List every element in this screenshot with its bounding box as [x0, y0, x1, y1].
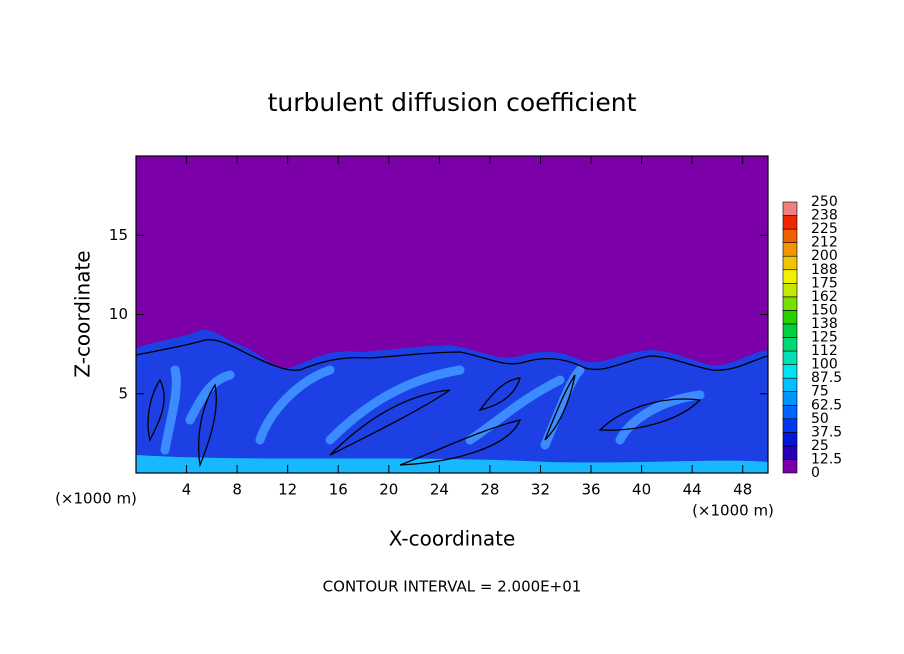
colorbar-label: 212 [811, 235, 838, 251]
x-tick-label: 4 [182, 481, 192, 499]
colorbar-bin [782, 242, 798, 257]
colorbar-label: 238 [811, 208, 838, 224]
contour-lines [135, 339, 769, 468]
x-tick-label: 36 [581, 481, 600, 499]
colorbar-bin [782, 404, 798, 420]
x-tick-label: 8 [232, 481, 242, 499]
colorbar-bin [782, 228, 798, 243]
colorbar-bin [782, 296, 798, 311]
colorbar-bin [782, 310, 798, 325]
colorbar-label: 75 [811, 384, 829, 400]
y-tick-label: 15 [109, 226, 128, 244]
y-unit-label: (×1000 m) [55, 490, 137, 508]
surface-layer [136, 455, 768, 473]
x-tick-label: 20 [379, 481, 398, 499]
colorbar-label: 250 [811, 194, 838, 210]
colorbar-label: 62.5 [811, 397, 842, 413]
colorbar-label: 50 [811, 411, 829, 427]
colorbar-label: 200 [811, 248, 838, 264]
colorbar-label: 37.5 [811, 424, 842, 440]
x-tick-label: 28 [480, 481, 499, 499]
colorbar-label: 0 [811, 465, 820, 481]
colorbar-label: 25 [811, 438, 829, 454]
x-tick-label: 44 [683, 481, 702, 499]
colorbar-label: 112 [811, 343, 838, 359]
colorbar-label: 162 [811, 289, 838, 305]
y-tick-label: 10 [109, 305, 128, 323]
footer: CONTOUR INTERVAL = 2.000E+01 [323, 578, 582, 596]
colorbar-label: 175 [811, 275, 838, 291]
colorbar-bin [782, 215, 798, 230]
colorbar-label: 100 [811, 357, 838, 373]
colorbar-bin [782, 350, 798, 365]
x-tick-label: 40 [632, 481, 651, 499]
x-axis-label: X-coordinate [389, 527, 516, 551]
colorbar-bin [782, 364, 798, 379]
colorbar-bin [782, 282, 798, 298]
colorbar-label: 225 [811, 221, 838, 237]
x-tick-label: 12 [278, 481, 297, 499]
turbulent-layer [136, 329, 768, 473]
colorbar-bin [782, 391, 798, 406]
x-tick-label: 48 [733, 481, 752, 499]
colorbar-label: 150 [811, 302, 838, 318]
colorbar-label: 12.5 [811, 451, 842, 467]
colorbar-bin [782, 269, 798, 284]
y-axis-label: Z-coordinate [71, 250, 95, 377]
colorbar-bin [782, 255, 798, 271]
chart-title: turbulent diffusion coefficient [268, 88, 637, 117]
y-tick-label: 5 [118, 384, 128, 402]
colorbar-bin [782, 445, 798, 460]
x-tick-label: 16 [329, 481, 348, 499]
colorbar-bin [782, 201, 798, 216]
colorbar-label: 125 [811, 330, 838, 346]
colorbar-bin [782, 337, 798, 352]
colorbar-bin [782, 377, 798, 392]
colorbar-bin [782, 432, 798, 447]
x-tick-label: 32 [531, 481, 550, 499]
colorbar-label: 188 [811, 262, 838, 278]
colorbar-label: 87.5 [811, 370, 842, 386]
colorbar-bin [782, 418, 798, 433]
field [135, 156, 769, 473]
x-unit-label: (×1000 m) [692, 502, 774, 520]
colorbar-bin [782, 459, 798, 474]
colorbar-label: 138 [811, 316, 838, 332]
colorbar-bin [782, 323, 798, 338]
x-tick-label: 24 [430, 481, 449, 499]
